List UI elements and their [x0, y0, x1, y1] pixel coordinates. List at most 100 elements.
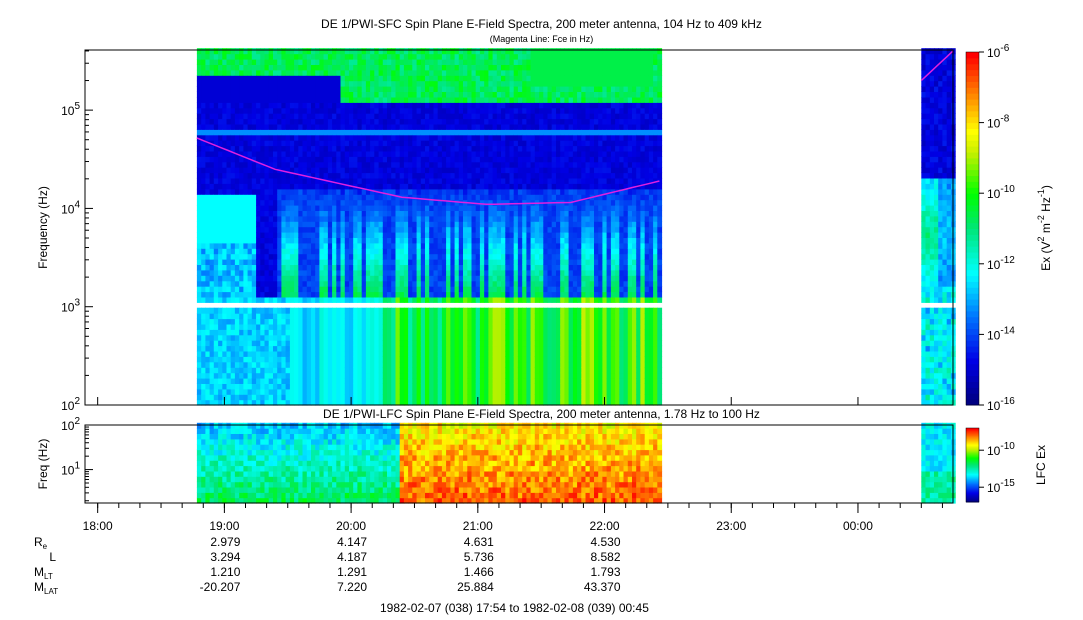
spectrogram-cell [298, 167, 304, 174]
spectrogram-cell [446, 134, 451, 141]
spectrogram-cell [378, 345, 384, 352]
spectrogram-cell [353, 253, 358, 260]
spectrogram-cell [332, 205, 337, 211]
spectrogram-cell [471, 150, 477, 157]
spectrogram-cell [234, 64, 240, 71]
spectrogram-cell [433, 367, 439, 374]
spectrogram-cell [458, 361, 464, 368]
spectrogram-cell [226, 286, 232, 293]
spectrogram-cell [365, 313, 371, 320]
spectrogram-cell [209, 372, 215, 379]
spectrogram-cell [429, 269, 434, 276]
spectrogram-cell [387, 145, 392, 152]
spectrogram-cell [446, 394, 451, 401]
spectrogram-cell [256, 232, 261, 238]
spectrogram-cell [429, 329, 434, 336]
spectrogram-cell [391, 264, 396, 271]
spectrogram-cell [517, 172, 523, 179]
spectrogram-cell [344, 96, 350, 103]
spectrogram-cell [412, 188, 418, 195]
spectrogram-cell [517, 242, 523, 249]
spectrogram-cell [201, 367, 206, 374]
spectrogram-cell [277, 75, 282, 82]
spectrogram-cell [403, 367, 409, 374]
spectrogram-cell [332, 199, 337, 206]
spectrogram-cell [247, 323, 253, 330]
spectrogram-cell [327, 69, 333, 76]
spectrogram-cell [226, 69, 232, 76]
spectrogram-cell [437, 253, 443, 260]
spectrogram-cell [463, 383, 468, 390]
spectrogram-cell [446, 48, 451, 55]
spectrogram-cell [234, 210, 240, 217]
spectrogram-cell [420, 340, 426, 347]
spectrogram-cell [226, 296, 232, 303]
spectrogram-cell [251, 280, 257, 287]
spectrogram-cell [416, 350, 422, 357]
spectrogram-cell [425, 259, 430, 265]
spectrogram-cell [450, 129, 456, 136]
spectrogram-cell [365, 269, 371, 276]
spectrogram-cell [365, 280, 371, 287]
spectrogram-cell [260, 350, 266, 357]
spectrogram-cell [201, 361, 206, 368]
spectrogram-cell [302, 237, 308, 244]
spectrogram-cell [277, 199, 282, 206]
spectrogram-cell [391, 150, 396, 157]
spectrogram-cell [471, 226, 477, 233]
spectrogram-cell [268, 345, 274, 352]
spectrogram-cell [205, 129, 211, 136]
spectrogram-cell [441, 167, 447, 174]
spectrogram-cell [454, 59, 460, 65]
spectrogram-cell [492, 183, 498, 190]
spectrogram-cell [311, 237, 316, 244]
spectrogram-cell [319, 280, 325, 287]
spectrogram-cell [243, 286, 249, 293]
spectrogram-cell [306, 259, 312, 265]
spectrogram-cell [289, 275, 295, 282]
spectrogram-cell [433, 75, 439, 82]
spectrogram-cell [315, 253, 320, 260]
spectrogram-cell [294, 232, 299, 238]
spectrogram-cell [509, 394, 515, 401]
spectrogram-cell [336, 129, 342, 136]
spectrogram-cell [395, 86, 401, 92]
spectrogram-cell [492, 96, 498, 103]
spectrogram-cell [425, 69, 430, 76]
spectrogram-cell [336, 275, 342, 282]
spectrogram-cell [450, 323, 456, 330]
spectrogram-cell [471, 134, 477, 141]
spectrogram-cell [471, 318, 477, 325]
spectrogram-cell [492, 161, 498, 168]
spectrogram-cell [336, 383, 342, 390]
spectrogram-cell [441, 383, 447, 390]
spectrogram-cell [378, 102, 384, 109]
spectrogram-cell [243, 102, 249, 109]
spectrogram-cell [391, 323, 396, 330]
spectrogram-cell [458, 372, 464, 379]
spectrogram-cell [230, 210, 236, 217]
spectrogram-cell [201, 340, 206, 347]
spectrogram-cell [213, 345, 219, 352]
spectrogram-cell [315, 372, 320, 379]
spectrogram-cell [395, 394, 401, 401]
spectrogram-cell [306, 172, 312, 179]
spectrogram-cell [256, 350, 261, 357]
spectrogram-cell [374, 291, 380, 298]
spectrogram-cell [374, 118, 380, 125]
spectrogram-cell [294, 80, 299, 87]
spectrogram-cell [408, 383, 413, 390]
spectrogram-cell [281, 286, 287, 293]
spectrogram-cell [488, 177, 494, 184]
spectrogram-cell [378, 264, 384, 271]
spectrogram-cell [496, 48, 502, 55]
spectrogram-cell [387, 53, 392, 60]
spectrogram-cell [226, 269, 232, 276]
spectrogram-cell [336, 199, 342, 206]
spectrogram-cell [277, 399, 282, 406]
spectrogram-cell [488, 48, 494, 55]
spectrogram-cell [475, 323, 481, 330]
spectrogram-cell [209, 356, 215, 363]
spectrogram-cell [251, 367, 257, 374]
spectrogram-cell [357, 226, 363, 233]
